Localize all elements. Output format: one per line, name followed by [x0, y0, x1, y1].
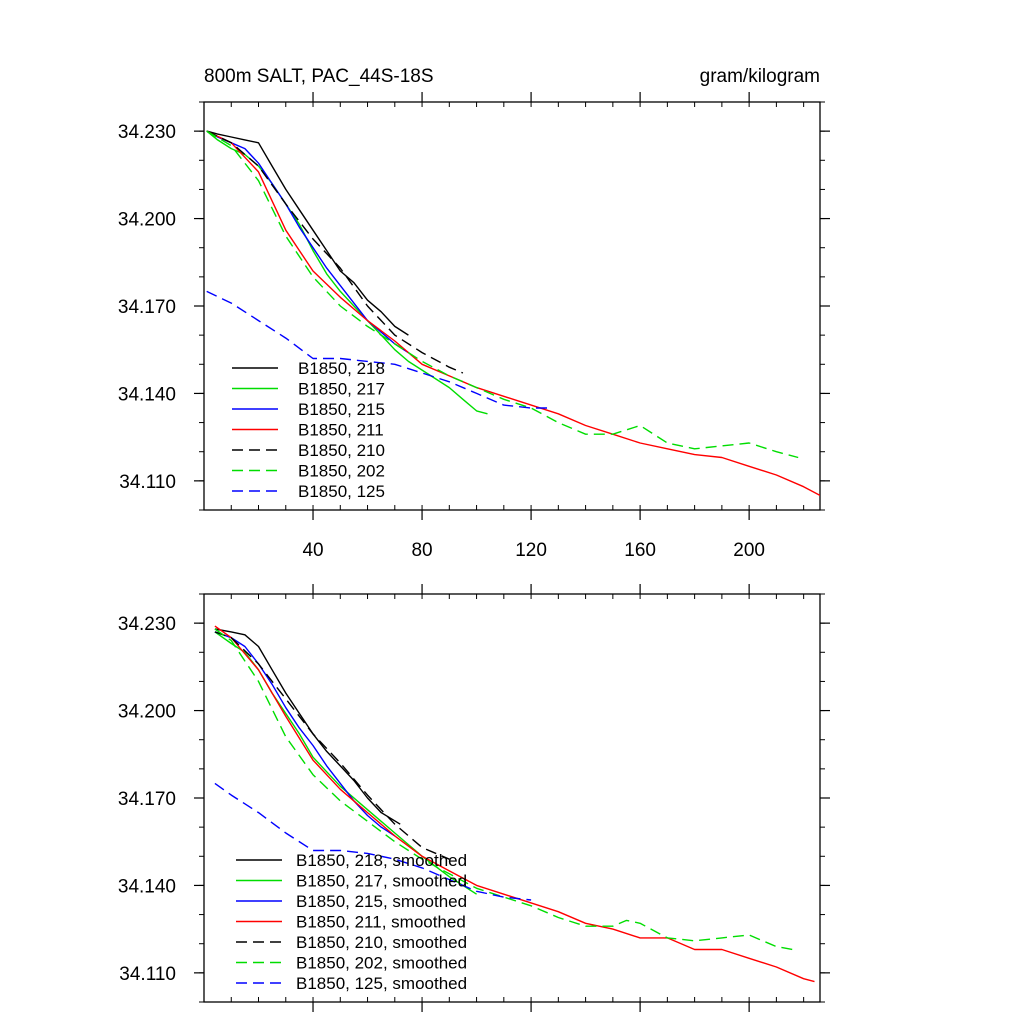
series-line: [214, 628, 401, 825]
legend-label: B1850, 210: [298, 441, 385, 460]
plot-frame: [203, 101, 821, 511]
series-line: [214, 628, 793, 951]
series-line: [206, 130, 409, 354]
plot-area-bottom: 34.110 34.140 34.170 34.200 34.230 B1850, 218…: [118, 584, 830, 1012]
y-tick-label: 34.170: [118, 297, 176, 318]
y-tick-label: 34.230: [118, 614, 176, 635]
y-tick-label: 34.200: [118, 702, 176, 723]
series-line: [206, 290, 548, 409]
legend-label: B1850, 125: [298, 482, 385, 501]
chart-title: 800m SALT, PAC_44S-18S: [204, 66, 434, 87]
y-tick-label: 34.140: [118, 384, 176, 405]
series-line: [206, 130, 464, 374]
x-tick-label: 160: [624, 540, 656, 561]
y-tick-label: 34.200: [118, 210, 176, 231]
series-line: [214, 631, 396, 837]
x-tick-label: 80: [411, 540, 432, 561]
series-line: [214, 631, 450, 860]
chart-panel-bottom: 34.110 34.140 34.170 34.200 34.230 B1850, 218…: [118, 584, 830, 1012]
legend-label: B1850, 215: [298, 400, 385, 419]
series-line: [206, 130, 409, 336]
x-tick-label: 120: [515, 540, 547, 561]
units-label: gram/kilogram: [700, 66, 820, 87]
legend-label: B1850, 202, smoothed: [296, 954, 467, 973]
legend-label: B1850, 125, smoothed: [296, 974, 467, 993]
legend-label: B1850, 211: [298, 421, 384, 440]
legend-label: B1850, 202: [298, 462, 385, 481]
legend-label: B1850, 217: [298, 380, 385, 399]
series-line: [206, 130, 799, 459]
legend-label: B1850, 217, smoothed: [296, 872, 467, 891]
series-line: [214, 782, 532, 901]
chart-panel-top: 800m SALT, PAC_44S-18S gram/kilogram 40 8…: [118, 66, 830, 561]
plot-area-top: 40 80 120 160 200 34.110 34.140 34.170 34.200 34.…: [118, 92, 830, 561]
x-tick-label: 200: [733, 540, 765, 561]
series-line: [206, 130, 820, 497]
y-tick-label: 34.140: [118, 876, 176, 897]
y-tick-label: 34.170: [118, 789, 176, 810]
x-tick-label: 40: [302, 540, 323, 561]
y-tick-label: 34.110: [119, 964, 176, 985]
legend-label: B1850, 218, smoothed: [296, 851, 467, 870]
legend-label: B1850, 218: [298, 359, 385, 378]
legend-label: B1850, 211, smoothed: [296, 913, 466, 932]
legend-label: B1850, 210, smoothed: [296, 933, 467, 952]
y-tick-label: 34.230: [118, 122, 176, 143]
legend-label: B1850, 215, smoothed: [296, 892, 467, 911]
y-tick-label: 34.110: [119, 472, 176, 493]
